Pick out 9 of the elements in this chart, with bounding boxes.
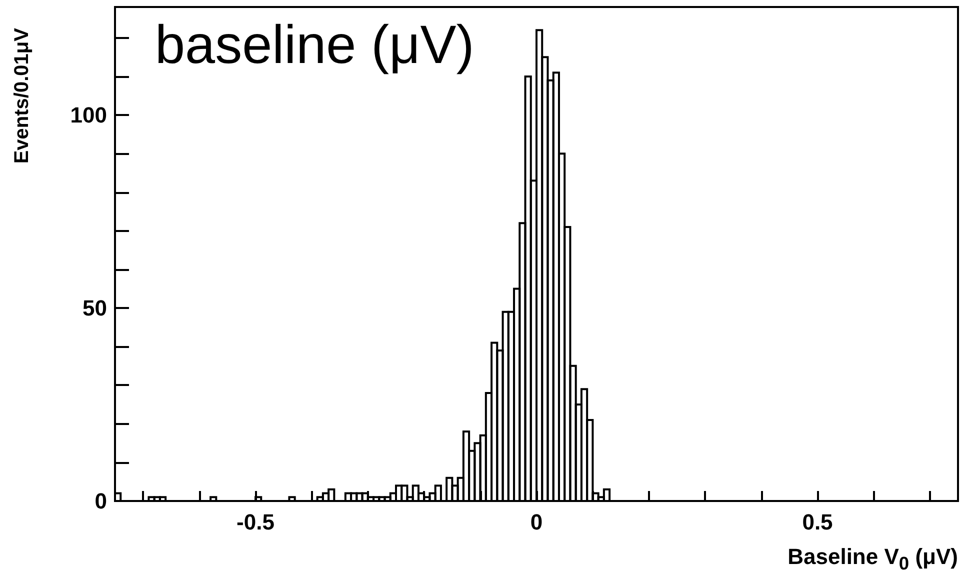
annotation: baseline (μV) (155, 15, 474, 75)
y-tick-label: 0 (94, 488, 107, 514)
y-tick-label: 50 (82, 296, 107, 321)
x-tick-label: -0.5 (236, 510, 274, 534)
x-tick-label: 0 (530, 510, 543, 534)
x-axis-title: Baseline V$_{0}$ (μV) (788, 544, 958, 576)
x-tick-label: 0.5 (802, 510, 833, 534)
y-axis-title: Events/0.01μV (10, 28, 34, 164)
y-tick-label: 100 (70, 102, 107, 128)
